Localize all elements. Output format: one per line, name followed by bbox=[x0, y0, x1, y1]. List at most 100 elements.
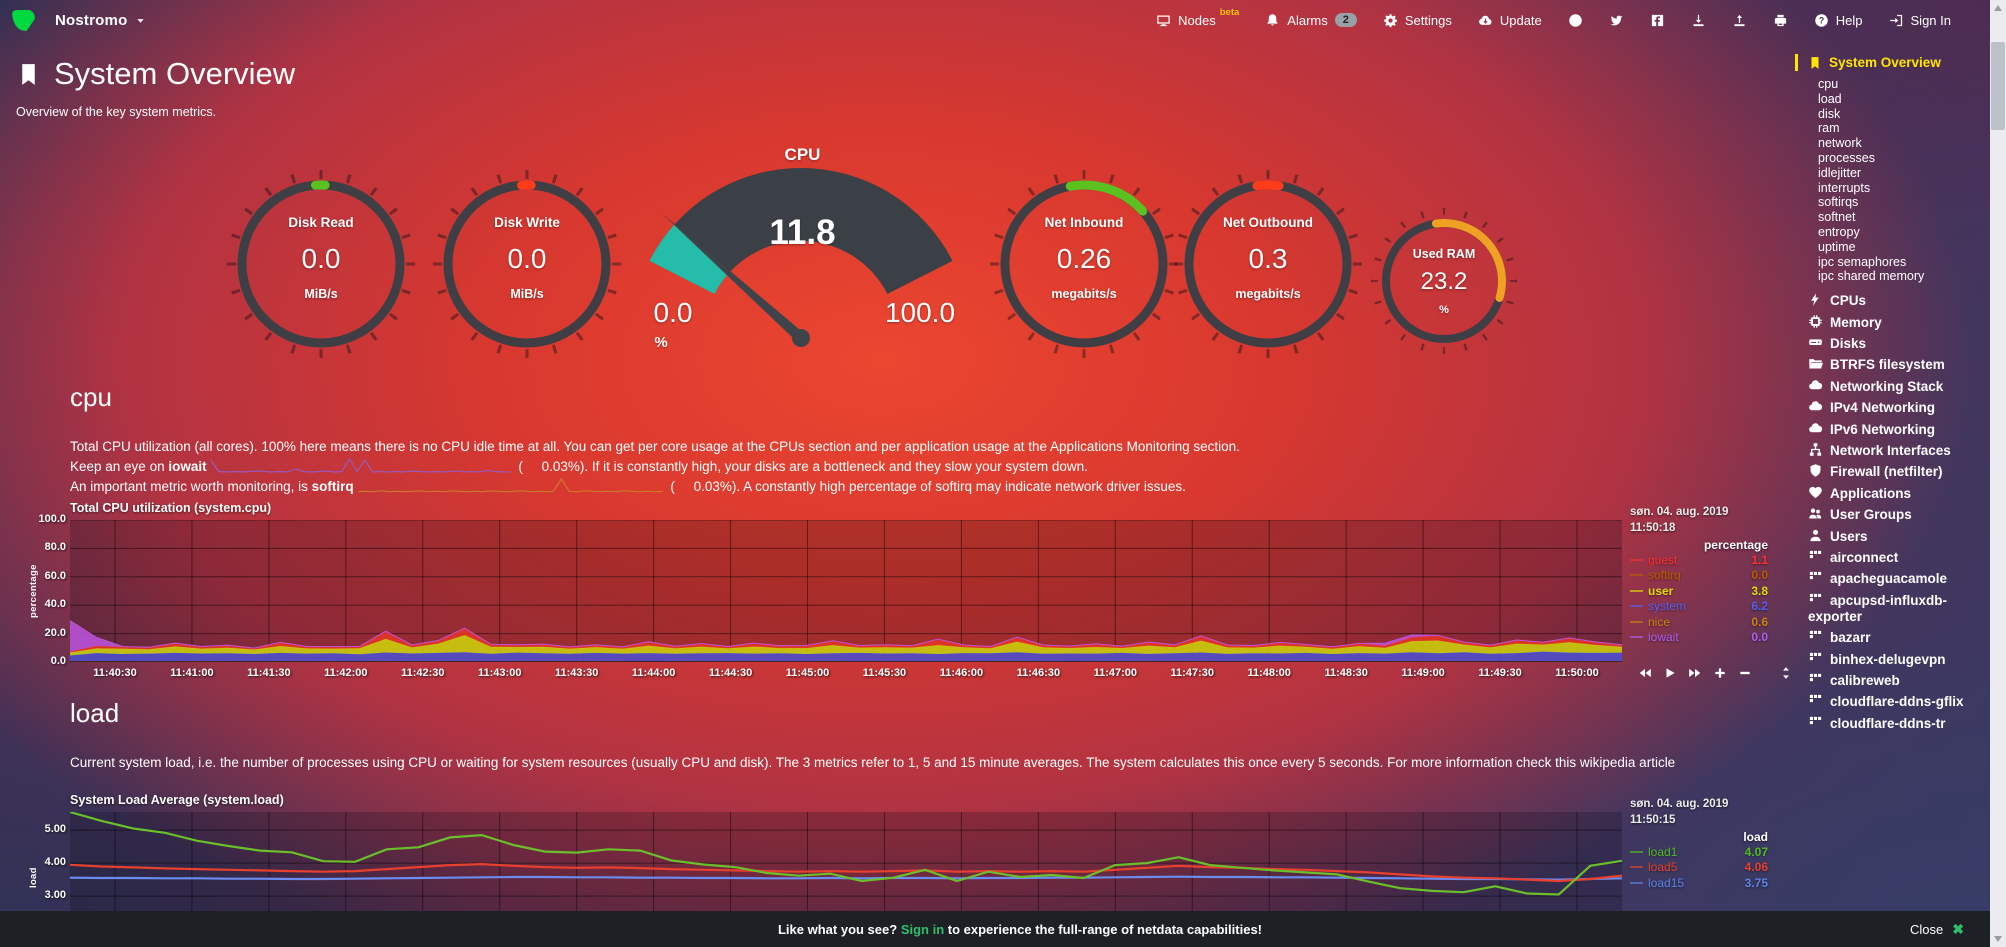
sidebar-subitem-uptime[interactable]: uptime bbox=[1818, 239, 1856, 254]
sidebar-item-ipv6-networking[interactable]: IPv6 Networking bbox=[1808, 419, 1990, 440]
gauge-used-ram[interactable]: Used RAM 23.2% bbox=[1371, 208, 1517, 354]
gauge-value: 0.0 bbox=[301, 243, 341, 274]
sidebar-item-applications[interactable]: Applications bbox=[1808, 483, 1990, 504]
users-icon bbox=[1808, 506, 1823, 521]
page-scrollbar[interactable] bbox=[1990, 0, 2006, 947]
sidebar-item-label: BTRFS filesystem bbox=[1830, 357, 1945, 373]
hostname-label: Nostromo bbox=[55, 11, 128, 29]
sidebar-subitem-processes[interactable]: processes bbox=[1818, 150, 1875, 165]
scrollbar-thumb[interactable] bbox=[1991, 42, 2005, 130]
pan-forward-button[interactable] bbox=[1688, 666, 1702, 680]
sidebar-item-firewall-netfilter[interactable]: Firewall (netfilter) bbox=[1808, 461, 1990, 482]
sidebar-item-cpus[interactable]: CPUs bbox=[1808, 290, 1990, 311]
nav-download-button[interactable] bbox=[1678, 0, 1719, 40]
legend-series-name: load5 bbox=[1648, 860, 1678, 875]
shield-icon bbox=[1808, 463, 1823, 478]
nav-item-nodes[interactable]: Nodes beta bbox=[1143, 0, 1252, 40]
sidebar-item-user-groups[interactable]: User Groups bbox=[1808, 504, 1990, 525]
chart-plot-area[interactable] bbox=[70, 520, 1622, 662]
desc-value: ( 0.03%). bbox=[666, 479, 741, 494]
pan-backward-button[interactable] bbox=[1638, 666, 1652, 680]
legend-row-guest[interactable]: guest 1.1 bbox=[1630, 552, 1768, 568]
sidebar-item-btrfs-filesystem[interactable]: BTRFS filesystem bbox=[1808, 354, 1990, 375]
nav-upload-button[interactable] bbox=[1719, 0, 1760, 40]
sidebar-item-cloudflare-ddns-gflix[interactable]: cloudflare-ddns-gflix bbox=[1808, 691, 1990, 712]
sidebar-item-binhex-delugevpn[interactable]: binhex-delugevpn bbox=[1808, 649, 1990, 670]
y-tick-label: 20.0 bbox=[44, 626, 66, 639]
netdata-logo[interactable] bbox=[10, 7, 37, 34]
gauge-net-inbound[interactable]: Net Inbound 0.26 megabits/s bbox=[990, 170, 1178, 358]
sidebar-item-networking-stack[interactable]: Networking Stack bbox=[1808, 376, 1990, 397]
sidebar-item-apacheguacamole[interactable]: apacheguacamole bbox=[1808, 568, 1990, 589]
legend-row-user[interactable]: user 3.8 bbox=[1630, 583, 1768, 599]
sidebar-subitem-ram[interactable]: ram bbox=[1818, 121, 1840, 136]
gauge-cpu[interactable]: CPU 11.8 0.0 100.0% bbox=[630, 145, 975, 357]
scrollbar-up-arrow[interactable] bbox=[1990, 0, 2006, 16]
grid-icon bbox=[1808, 570, 1823, 585]
sidebar-item-network-interfaces[interactable]: Network Interfaces bbox=[1808, 440, 1990, 461]
load-desc-line1: Current system load, i.e. the number of … bbox=[70, 753, 1675, 773]
sidebar-subitem-entropy[interactable]: entropy bbox=[1818, 224, 1860, 239]
nav-item-alarms[interactable]: Alarms 2 bbox=[1252, 0, 1370, 40]
hostname-menu[interactable]: Nostromo bbox=[55, 12, 146, 29]
sidebar-item-ipv4-networking[interactable]: IPv4 Networking bbox=[1808, 397, 1990, 418]
legend-row-load5[interactable]: load5 4.06 bbox=[1630, 860, 1768, 876]
legend-row-system[interactable]: system 6.2 bbox=[1630, 599, 1768, 615]
cloud-icon bbox=[1808, 421, 1823, 436]
gauge-disk-read[interactable]: Disk Read 0.0 MiB/s bbox=[227, 170, 415, 358]
sidebar-item-airconnect[interactable]: airconnect bbox=[1808, 547, 1990, 568]
gauge-units: % bbox=[1439, 304, 1449, 316]
sidebar-subitem-load[interactable]: load bbox=[1818, 91, 1842, 106]
legend-date: søn. 04. aug. 2019 bbox=[1630, 506, 1729, 518]
sidebar-subitem-ipc-semaphores[interactable]: ipc semaphores bbox=[1818, 254, 1907, 269]
sidebar-subitem-softnet[interactable]: softnet bbox=[1818, 210, 1856, 225]
sign-in-link[interactable]: Sign in bbox=[900, 921, 945, 937]
sidebar-subitem-disk[interactable]: disk bbox=[1818, 106, 1841, 121]
legend-series-value: 3.8 bbox=[1751, 583, 1768, 598]
legend-row-softirq[interactable]: softirq 0.0 bbox=[1630, 568, 1768, 584]
sidebar-item-bazarr[interactable]: bazarr bbox=[1808, 627, 1990, 648]
nav-item-sign-in[interactable]: Sign In bbox=[1876, 0, 1964, 40]
sidebar-subitem-interrupts[interactable]: interrupts bbox=[1818, 180, 1871, 195]
legend-row-load1[interactable]: load1 4.07 bbox=[1630, 844, 1768, 860]
cpu-desc-line2: Keep an eye on iowait ( 0.03%). If it is… bbox=[70, 457, 1240, 477]
sidebar-subitem-ipc-shared-memory[interactable]: ipc shared memory bbox=[1818, 269, 1925, 284]
grid-icon bbox=[1808, 592, 1823, 607]
scrollbar-down-arrow[interactable] bbox=[1990, 931, 2006, 947]
nav-print-button[interactable] bbox=[1760, 0, 1801, 40]
zoom-out-button[interactable] bbox=[1738, 666, 1752, 680]
sidebar-subitem-cpu[interactable]: cpu bbox=[1818, 77, 1839, 91]
sidebar-item-cloudflare-ddns-tr[interactable]: cloudflare-ddns-tr bbox=[1808, 713, 1990, 734]
sidebar-item-disks[interactable]: Disks bbox=[1808, 333, 1990, 354]
sidebar-subitem-idlejitter[interactable]: idlejitter bbox=[1818, 165, 1862, 180]
sidebar-item-users[interactable]: Users bbox=[1808, 525, 1990, 546]
legend-row-nice[interactable]: nice 0.6 bbox=[1630, 614, 1768, 630]
nav-item-label: Settings bbox=[1404, 12, 1452, 28]
zoom-in-button[interactable] bbox=[1713, 666, 1727, 680]
legend-row-iowait[interactable]: iowait 0.0 bbox=[1630, 630, 1768, 646]
sidebar-subitem-softirqs[interactable]: softirqs bbox=[1818, 195, 1859, 210]
navbar-left: Nostromo bbox=[0, 7, 146, 34]
gauge-disk-write[interactable]: Disk Write 0.0 MiB/s bbox=[433, 170, 621, 358]
sidebar-item-label: airconnect bbox=[1830, 549, 1899, 565]
alarms-count-badge: 2 bbox=[1334, 13, 1357, 27]
nav-github-button[interactable] bbox=[1555, 0, 1596, 40]
sidebar-item-label: bazarr bbox=[1830, 630, 1871, 646]
nav-item-help[interactable]: Help bbox=[1801, 0, 1876, 40]
sidebar-item-memory[interactable]: Memory bbox=[1808, 312, 1990, 333]
sidebar-subitem-network[interactable]: network bbox=[1818, 136, 1862, 151]
sidebar-item-calibreweb[interactable]: calibreweb bbox=[1808, 670, 1990, 691]
sidebar-item-apcupsd-influxdb-exporter[interactable]: apcupsd-influxdb-exporter bbox=[1808, 590, 1990, 628]
sidebar-item-label: CPUs bbox=[1830, 293, 1867, 309]
sidebar-item-system-overview[interactable]: System Overview bbox=[1795, 54, 1990, 71]
close-button[interactable]: Close ✖ bbox=[1910, 921, 1990, 938]
bell-icon bbox=[1265, 13, 1280, 28]
legend-row-load15[interactable]: load15 3.75 bbox=[1630, 875, 1768, 891]
play-button[interactable] bbox=[1663, 666, 1677, 680]
nav-item-settings[interactable]: Settings bbox=[1370, 0, 1465, 40]
nav-facebook-button[interactable] bbox=[1637, 0, 1678, 40]
nav-item-update[interactable]: Update bbox=[1465, 0, 1555, 40]
nav-twitter-button[interactable] bbox=[1596, 0, 1637, 40]
gauge-net-outbound[interactable]: Net Outbound 0.3 megabits/s bbox=[1174, 170, 1362, 358]
sidebar-item-label: cloudflare-ddns-gflix bbox=[1830, 694, 1964, 710]
